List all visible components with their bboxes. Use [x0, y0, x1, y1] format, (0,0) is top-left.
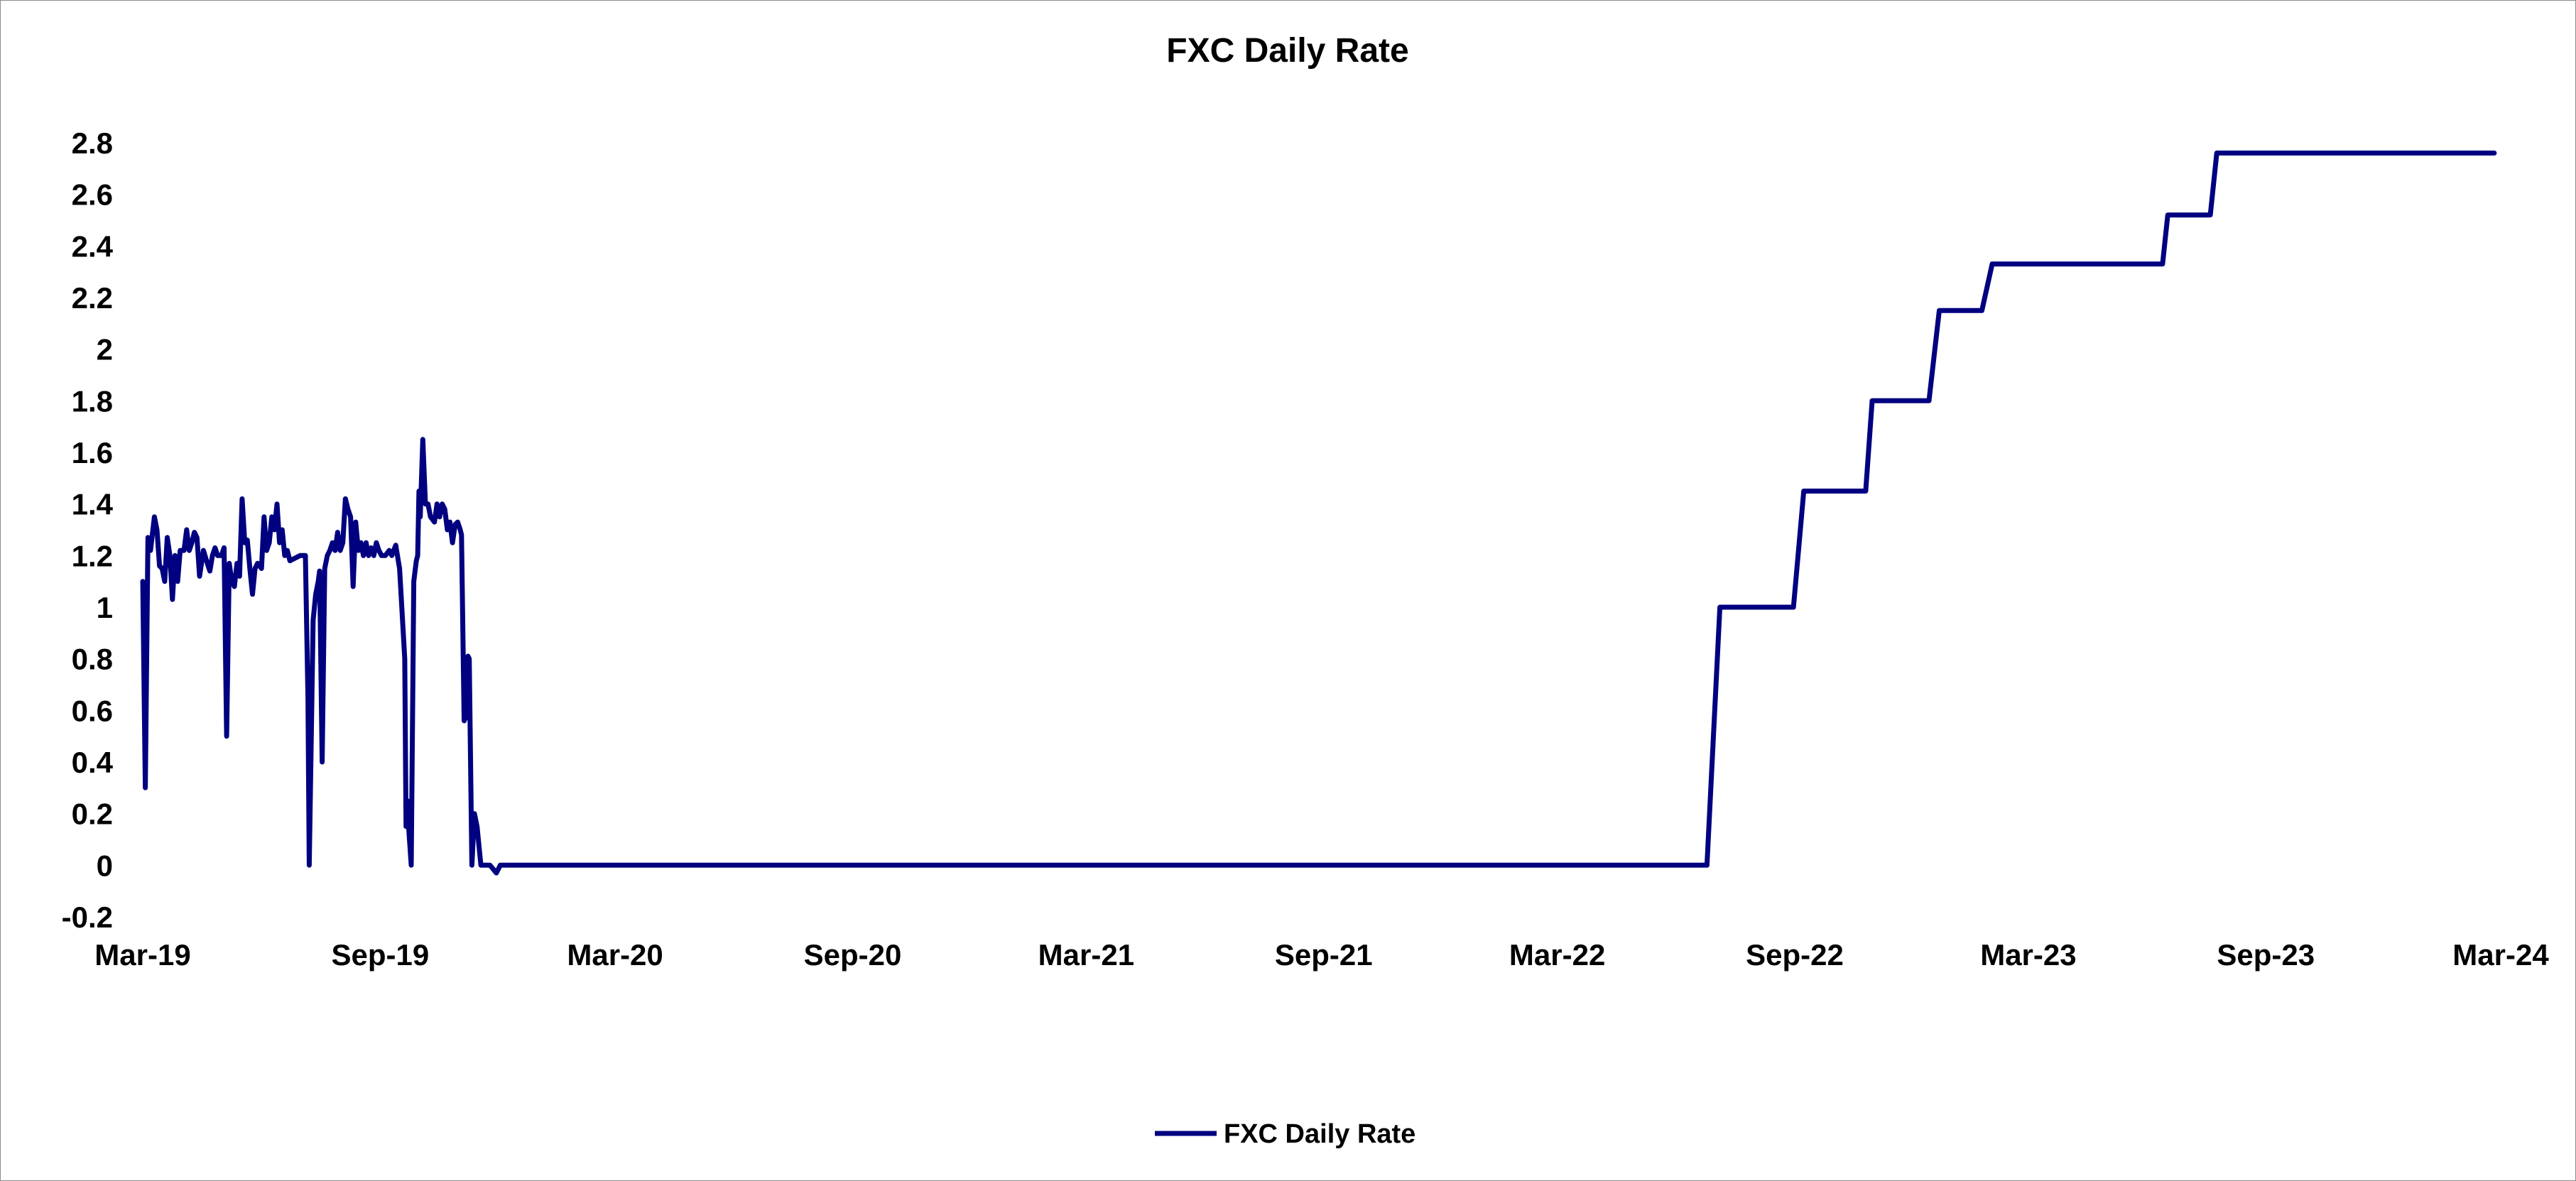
- x-tick-label: Mar-21: [1038, 938, 1134, 972]
- x-tick-label: Mar-23: [1980, 938, 2076, 972]
- y-tick-label: 0: [97, 849, 113, 882]
- x-tick-label: Mar-19: [94, 938, 190, 972]
- x-tick-label: Mar-24: [2452, 938, 2549, 972]
- y-tick-label: -0.2: [62, 900, 113, 934]
- series-line-fxc-daily-rate: [140, 151, 2497, 876]
- chart-title: FXC Daily Rate: [1166, 32, 1408, 70]
- y-tick-label: 2.4: [72, 229, 114, 263]
- y-tick-label: 2.8: [72, 126, 113, 160]
- y-tick-label: 0.2: [72, 798, 113, 831]
- legend: FXC Daily Rate: [1155, 1119, 1415, 1149]
- y-tick-label: 1.2: [72, 539, 113, 572]
- x-tick-label: Mar-20: [567, 938, 663, 972]
- x-tick-label: Sep-21: [1275, 938, 1373, 972]
- legend-label: FXC Daily Rate: [1224, 1119, 1415, 1149]
- y-tick-label: 0.6: [72, 694, 113, 727]
- x-tick-label: Sep-19: [331, 938, 429, 972]
- y-tick-label: 2.6: [72, 178, 113, 212]
- y-tick-label: 0.4: [72, 746, 114, 779]
- y-tick-label: 0.8: [72, 643, 113, 676]
- y-tick-label: 1.6: [72, 436, 113, 469]
- y-tick-label: 1.4: [72, 488, 114, 521]
- y-tick-label: 2: [97, 333, 113, 366]
- x-tick-label: Sep-20: [804, 938, 902, 972]
- x-tick-label: Sep-23: [2217, 938, 2315, 972]
- y-axis-tick-labels: -0.2 0 0.2 0.4 0.6 0.8 1 1.2 1.4 1.6 1.8 2 2.2 2.4 2.6…: [62, 126, 114, 934]
- x-tick-label: Mar-22: [1509, 938, 1605, 972]
- y-tick-label: 2.2: [72, 281, 113, 315]
- x-axis-tick-labels: Mar-19 Sep-19 Mar-20 Sep-20 Mar-21 Sep-21 Mar-…: [94, 938, 2549, 972]
- x-tick-label: Sep-22: [1746, 938, 1844, 972]
- y-tick-label: 1: [97, 591, 113, 624]
- y-tick-label: 1.8: [72, 384, 113, 418]
